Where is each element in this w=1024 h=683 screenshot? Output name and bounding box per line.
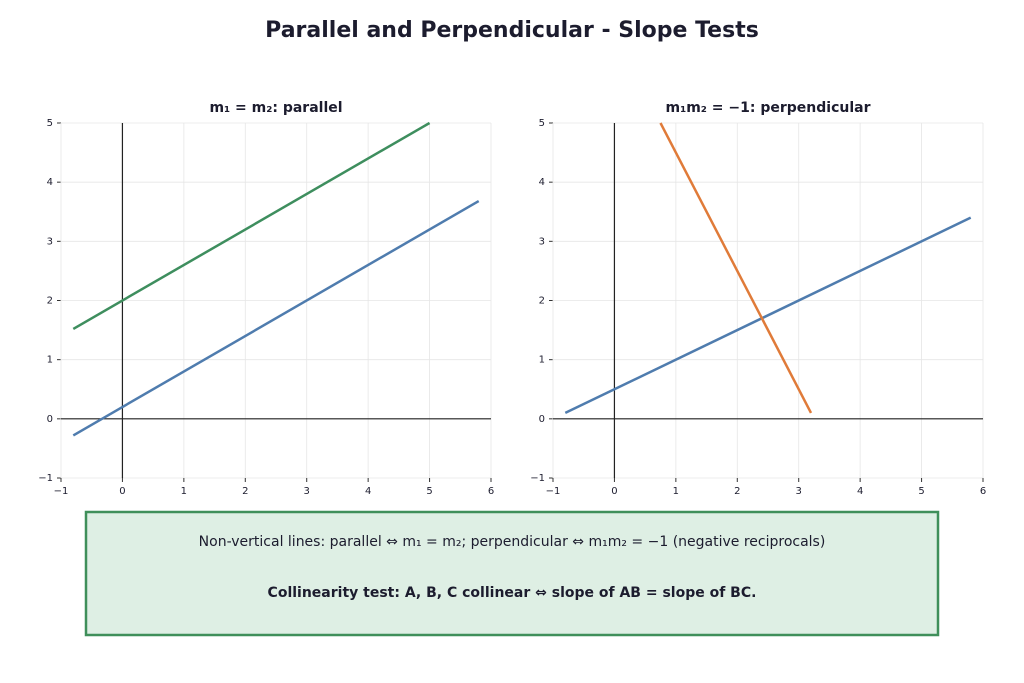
y-tick-label: 0: [539, 414, 545, 425]
y-tick-label: 2: [539, 296, 545, 307]
note-line: Non-vertical lines: parallel ⇔ m₁ = m₂; …: [199, 534, 826, 550]
y-tick-label: 5: [47, 118, 53, 129]
y-tick-label: −1: [530, 473, 545, 484]
y-tick-label: 3: [47, 236, 53, 247]
x-tick-label: −1: [546, 486, 561, 497]
line: [659, 122, 813, 414]
y-tick-label: 1: [47, 355, 53, 366]
y-tick-label: 0: [47, 414, 53, 425]
line: [72, 121, 431, 330]
y-tick-label: 5: [539, 118, 545, 129]
x-tick-label: 0: [119, 486, 125, 497]
note-line: Collinearity test: A, B, C collinear ⇔ s…: [268, 585, 757, 601]
note-box: [84, 510, 940, 637]
subplot-title: m₁m₂ = −1: perpendicular: [665, 100, 870, 116]
y-tick-label: 3: [539, 236, 545, 247]
y-tick-label: 1: [539, 355, 545, 366]
subplot-title: m₁ = m₂: parallel: [209, 100, 342, 116]
x-tick-label: 6: [488, 486, 494, 497]
x-tick-label: 4: [857, 486, 863, 497]
x-tick-label: 1: [673, 486, 679, 497]
x-tick-label: 6: [980, 486, 986, 497]
x-tick-label: 5: [426, 486, 432, 497]
x-tick-label: 3: [796, 486, 802, 497]
x-tick-label: 5: [918, 486, 924, 497]
line: [72, 200, 480, 437]
x-tick-label: 1: [181, 486, 187, 497]
x-tick-label: 0: [611, 486, 617, 497]
line: [564, 216, 972, 415]
x-tick-label: 3: [304, 486, 310, 497]
page-title: Parallel and Perpendicular - Slope Tests: [265, 18, 759, 43]
x-tick-label: 2: [734, 486, 740, 497]
y-tick-label: −1: [38, 473, 53, 484]
x-tick-label: 2: [242, 486, 248, 497]
y-tick-label: 4: [539, 177, 545, 188]
x-tick-label: 4: [365, 486, 371, 497]
x-tick-label: −1: [54, 486, 69, 497]
y-tick-label: 2: [47, 296, 53, 307]
y-tick-label: 4: [47, 177, 53, 188]
